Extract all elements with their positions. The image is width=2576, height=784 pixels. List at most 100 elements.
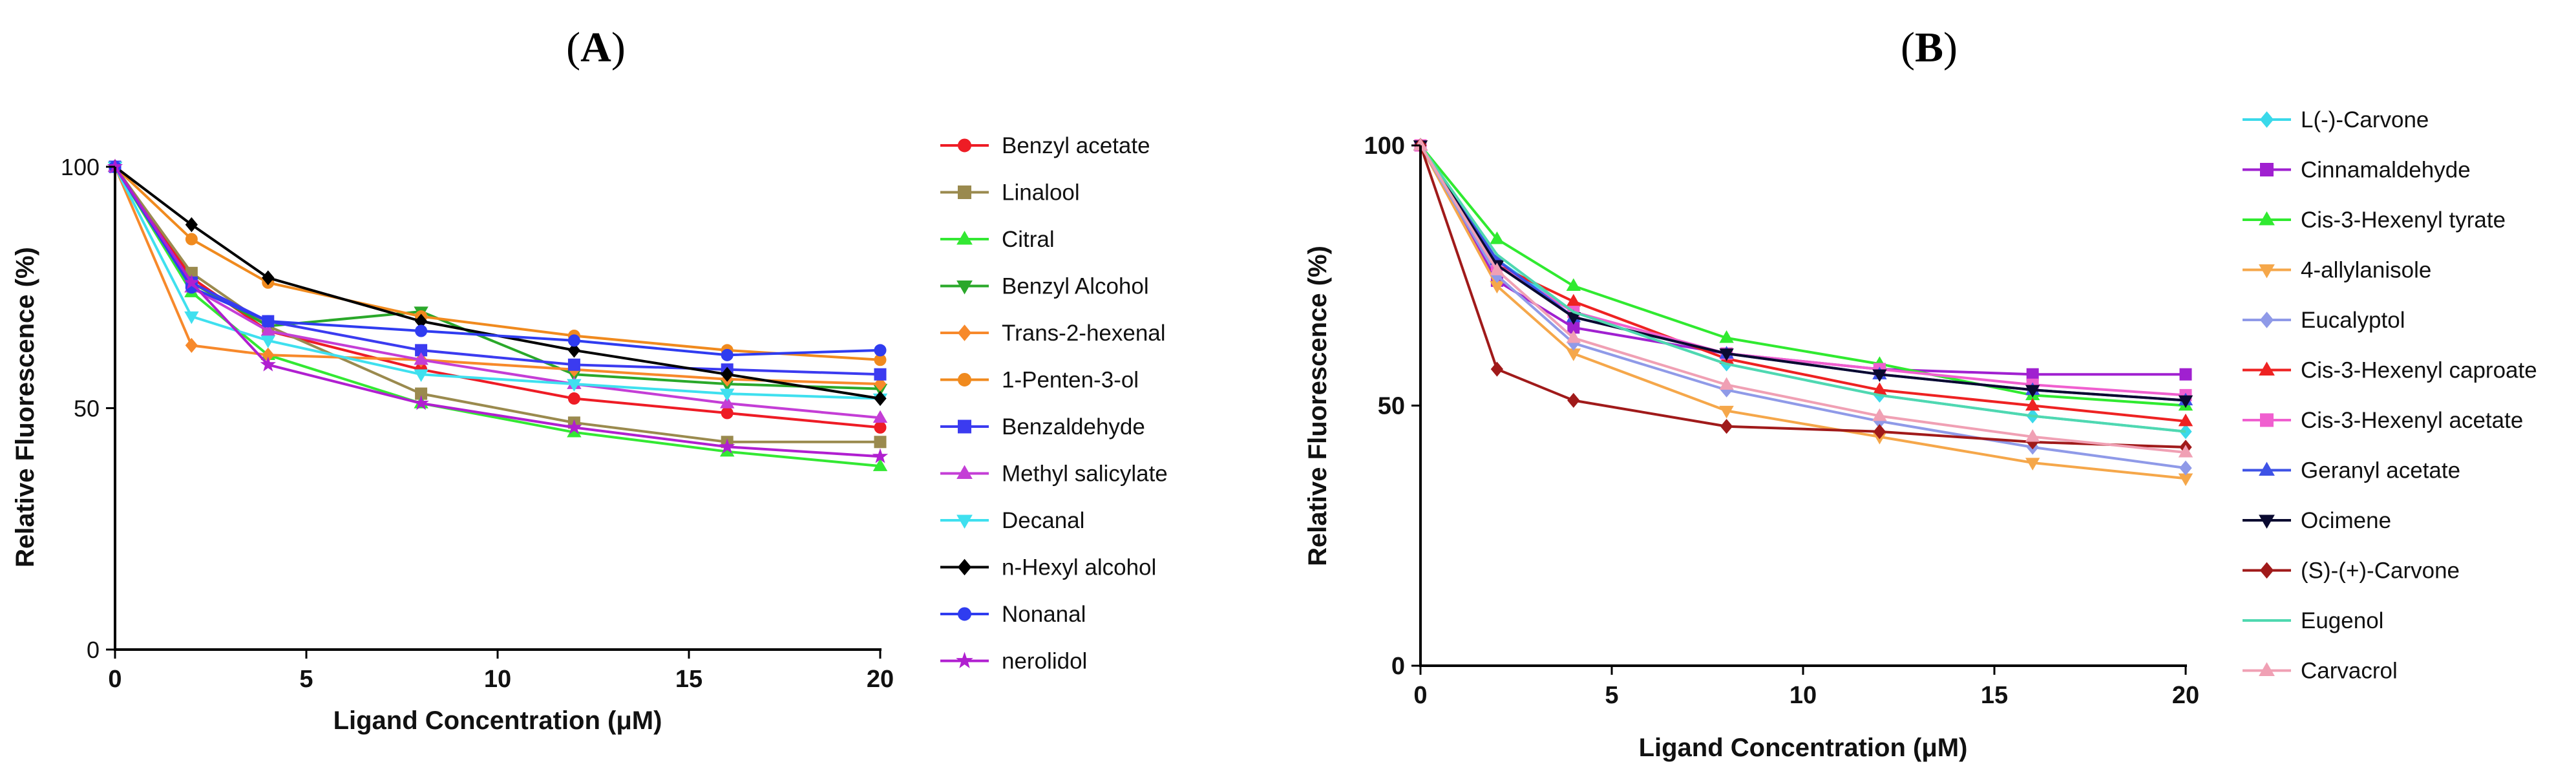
legend-swatch-marker [2259,361,2275,376]
chart-panel-b: 0 5 10 15 20 0 50 100 Relative Fluorescence (%)… [1304,107,2537,762]
legend-item-benzyl-alcohol: Benzyl Alcohol [940,274,1149,299]
legend-swatch-marker [958,138,971,153]
series-line-benzyl-alcohol [114,165,881,390]
y-tick-label: 100 [61,154,100,180]
legend-swatch-marker [956,230,973,245]
data-point [2025,397,2040,411]
x-tick-label: 0 [1413,682,1427,709]
legend-item-benzyl-acetate: Benzyl acetate [940,133,1150,158]
legend-swatch-marker [2259,111,2274,128]
legend-item-decanal: Decanal [940,508,1084,533]
data-point [414,369,428,383]
legend-item-l-carvone: L(-)-Carvone [2243,107,2429,132]
legend-label: Geranyl acetate [2301,458,2460,483]
data-point [415,324,428,337]
legend-swatch-marker [2259,264,2275,279]
x-axis-title-b: Ligand Concentration (μM) [1639,734,1968,762]
legend-label: Eugenol [2301,608,2383,633]
legend-label: Cinnamaldehyde [2301,158,2471,183]
series-linalool [109,160,887,449]
legend-swatch-marker [958,419,971,434]
x-tick-label: 20 [2172,682,2199,709]
legend-label: Trans-2-hexenal [1002,321,1166,346]
legend-swatch-marker [2260,163,2274,176]
data-point [414,352,428,365]
series-ocimene [1413,140,2193,408]
legend-swatch-marker [956,465,973,479]
legend-item-nerolidol: nerolidol [940,649,1087,674]
y-tick-label: 0 [87,637,100,663]
data-point [2179,460,2192,476]
legend-label: Benzyl acetate [1002,133,1150,158]
legend-label: Carvacrol [2301,659,2398,684]
data-point [2178,445,2193,458]
data-point [2025,429,2040,442]
series-line-cis-3-hexenyl-acetate [1419,144,2186,397]
legend-swatch-marker [958,185,971,199]
series-cis-3-hexenyl-tyrate [1413,138,2193,411]
data-point [260,335,276,348]
legend-label: nerolidol [1002,649,1087,674]
legend-swatch-marker [957,324,972,341]
legend-item-cis-3-hexenyl-caproate: Cis-3-Hexenyl caproate [2243,358,2537,383]
x-tick-label: 10 [484,666,511,693]
plot-area-a [107,158,889,471]
data-point [260,356,276,372]
data-point [567,343,581,358]
x-tick-label: 20 [867,666,894,693]
legend-item-s-carvone: (S)-(+)-Carvone [2243,558,2460,584]
series-eugenol [1419,144,2186,433]
x-tick-label: 15 [1981,682,2008,709]
data-point [872,410,888,423]
data-point [721,348,734,361]
legend-swatch-marker [2259,461,2275,476]
series-nonanal [109,160,887,361]
data-point [719,396,735,408]
data-point [260,323,276,336]
series-citral [107,159,888,471]
data-point [1873,424,1886,440]
legend-item-eucalyptol: Eucalyptol [2243,308,2405,333]
data-point [2025,385,2040,398]
legend-label: Nonanal [1002,602,1086,627]
legend-swatch-marker [2259,562,2274,579]
data-point [1872,408,1887,421]
data-point [2178,395,2193,408]
legend-label: Cis-3-Hexenyl acetate [2301,408,2523,433]
legend-item-citral: Citral [940,227,1055,252]
series-carvacrol [1413,138,2193,458]
panel-a-label: (A) [566,24,626,71]
data-point [874,368,887,381]
legend-label: Benzaldehyde [1002,414,1145,440]
series-line-cinnamaldehyde [1419,145,2186,376]
y-tick-label: 100 [1364,132,1405,160]
data-point [567,334,580,347]
data-point [1567,392,1580,408]
ticks-b: 0 5 10 15 20 0 50 100 [1364,132,2200,709]
legend-swatch-marker [956,652,973,668]
legend-label: L(-)-Carvone [2301,107,2429,132]
x-tick-label: 5 [1605,682,1618,709]
series-line-citral [114,165,881,468]
series-line-nerolidol [114,165,881,458]
legend-item-4-allylanisole: 4-allylanisole [2243,258,2431,283]
panel-b-label: (B) [1901,24,1958,71]
y-tick-label: 50 [1378,393,1405,420]
legend-item-nonanal: Nonanal [940,602,1086,627]
data-point [184,311,199,324]
x-tick-label: 10 [1789,682,1817,709]
data-point [1490,231,1504,244]
legend-swatch-marker [958,373,971,387]
legend-label: Benzyl Alcohol [1002,274,1149,299]
legend-swatch-marker [956,281,973,295]
data-point [1566,330,1581,343]
data-point [185,337,198,353]
series-4-allylanisole [1413,140,2193,487]
legend-item-benzaldehyde: Benzaldehyde [940,414,1145,440]
series-line-benzyl-acetate [114,165,881,429]
series-line-1-penten-3-ol [114,165,881,361]
data-point [721,407,734,419]
legend-swatch-marker [2259,312,2274,328]
data-point [567,379,582,392]
data-point [1872,369,1887,383]
